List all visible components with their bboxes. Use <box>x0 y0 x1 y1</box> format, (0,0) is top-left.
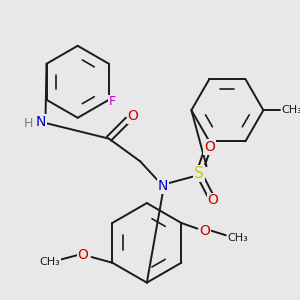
Text: F: F <box>109 95 116 108</box>
Text: N: N <box>35 115 46 129</box>
Text: O: O <box>200 224 210 238</box>
Text: O: O <box>204 140 215 154</box>
Text: CH₃: CH₃ <box>40 257 60 267</box>
Text: CH₃: CH₃ <box>281 105 300 115</box>
Text: CH₃: CH₃ <box>228 233 248 243</box>
Text: O: O <box>127 109 138 123</box>
Text: H: H <box>24 117 33 130</box>
Text: S: S <box>194 166 204 181</box>
Text: O: O <box>208 193 219 207</box>
Text: N: N <box>158 179 168 193</box>
Text: O: O <box>78 248 88 262</box>
